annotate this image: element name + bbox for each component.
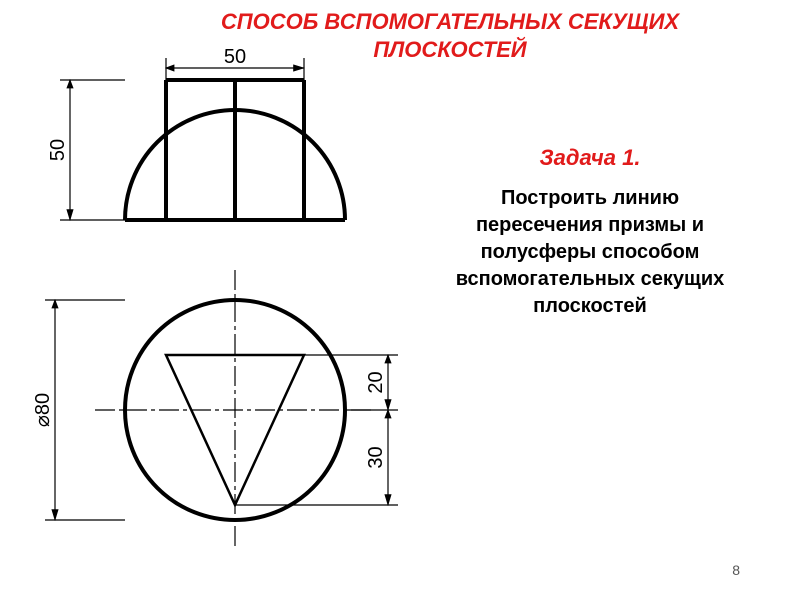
page-container: СПОСОБ ВСПОМОГАТЕЛЬНЫХ СЕКУЩИХ ПЛОСКОСТЕ… [0, 0, 800, 600]
svg-text:20: 20 [365, 371, 387, 393]
svg-text:⌀80: ⌀80 [32, 393, 54, 427]
task-title: Задача 1. [440, 145, 740, 171]
page-number: 8 [732, 562, 740, 578]
svg-text:50: 50 [47, 139, 69, 161]
title-line-1: СПОСОБ ВСПОМОГАТЕЛЬНЫХ СЕКУЩИХ [221, 9, 679, 34]
task-body: Построить линию пересечения призмы и пол… [440, 185, 740, 320]
svg-text:50: 50 [224, 46, 246, 68]
svg-text:30: 30 [365, 446, 387, 468]
engineering-drawing: 50 50 ⌀80 20 30 [10, 40, 430, 600]
